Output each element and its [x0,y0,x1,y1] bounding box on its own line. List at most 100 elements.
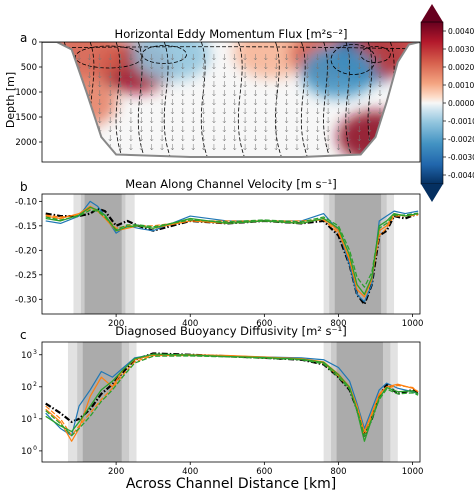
vector-arrow-180 [243,90,247,97]
vector-arrow-26 [98,90,102,97]
vector-arrow-201 [264,81,268,88]
vector-arrow-33 [108,54,112,61]
vector-arrow-172 [233,117,237,124]
vector-arrow-213 [274,90,278,97]
vector-arrow-94 [160,108,164,115]
vector-arrow-256 [316,81,320,88]
vector-arrow-163 [222,135,227,142]
vector-arrow-36 [108,81,112,88]
vector-arrow-93 [160,99,164,106]
vector-arrow-38 [108,99,112,106]
c-ytick-label-3: 10 [21,351,32,361]
vector-arrow-189 [253,72,258,79]
vector-arrow-278 [336,81,341,88]
panel-a: a Horizontal Eddy Momentum Flux [m²s⁻²] … [4,27,421,163]
vector-arrow-67 [139,63,144,70]
vector-arrow-319 [378,54,382,61]
vector-arrow-275 [336,54,341,61]
contour-surface-line [42,46,420,50]
vector-arrow-224 [284,90,289,97]
vector-arrow-156 [222,72,227,79]
panel-b: b Mean Along Channel Velocity [m s⁻¹] -0… [15,177,423,329]
vector-arrow-205 [264,117,268,124]
vector-arrow-305 [357,126,361,133]
panel-b-xticks: 200 400 600 800 1000 [108,314,423,329]
vector-arrow-174 [233,135,237,142]
vector-arrow-258 [316,99,320,106]
panel-a-ylabel: Depth [m] [4,72,17,128]
vector-arrow-283 [336,126,341,133]
c-ytick-exponent-2: 2 [33,381,37,388]
vector-arrow-177 [243,63,247,70]
vector-arrow-63 [129,126,133,133]
vector-arrow-242 [305,54,310,61]
vector-arrow-50 [118,108,123,115]
c-series-4 [45,353,419,442]
vector-arrow-117 [181,117,185,124]
vector-arrow-166 [233,63,237,70]
vector-arrow-108 [170,135,175,142]
vector-arrow-259 [316,108,320,115]
vector-arrow-51 [118,117,123,124]
panel-c-letter: c [20,328,27,342]
vector-arrow-24 [98,72,102,79]
panel-a-letter: a [20,31,27,45]
vector-arrow-37 [108,90,112,97]
vector-arrow-210 [274,63,278,70]
vector-arrow-136 [201,90,206,97]
vector-arrow-141 [201,135,206,142]
vector-arrow-203 [264,99,268,106]
vector-arrow-113 [181,81,185,88]
vector-arrow-111 [181,63,185,70]
vector-arrow-78 [149,63,154,70]
colorbar-tick-label-3: 0.0010 [448,81,474,90]
b-xtick-label-400: 400 [182,319,198,329]
vector-arrow-147 [212,90,216,97]
vector-arrow-131 [191,144,195,151]
c-ytick-exponent-1: 1 [33,413,37,420]
vector-arrow-222 [284,72,289,79]
vector-arrow-28 [98,108,102,115]
colorbar-tick-label-4: 0.0000 [448,99,474,108]
vector-arrow-313 [367,99,372,106]
c-ytick-exponent-3: 3 [33,349,37,356]
vector-arrow-126 [191,99,195,106]
vector-arrow-321 [378,72,382,79]
vector-arrow-199 [264,63,268,70]
ytick-label-a-2000: 2000 [15,138,37,148]
vector-arrow-306 [357,135,361,142]
vector-arrow-197 [253,144,258,151]
vector-arrow-193 [253,108,258,115]
vector-arrow-75 [139,135,144,142]
vector-arrow-238 [295,117,299,124]
vector-arrow-120 [181,144,185,151]
vector-arrow-97 [160,135,164,142]
colorbar-tick-label-1: 0.0030 [448,45,474,54]
vector-arrow-49 [118,99,123,106]
vector-arrow-118 [181,126,185,133]
vector-arrow-134 [201,72,206,79]
vector-arrow-15 [87,90,92,97]
vector-arrow-323 [378,90,382,97]
vector-arrow-304 [357,117,361,124]
vector-arrow-110 [181,54,185,61]
vector-arrow-309 [367,63,372,70]
panel-c-lines [45,352,419,442]
vector-arrow-320 [378,63,382,70]
contour-line-1 [89,42,97,158]
vector-arrow-263 [316,144,320,151]
contour-loop-2 [330,44,376,75]
vector-arrow-68 [139,72,144,79]
vector-arrow-308 [367,54,372,61]
vector-arrow-151 [212,126,216,133]
vector-arrow-182 [243,108,247,115]
vector-arrow-87 [149,144,154,151]
vector-arrow-285 [336,144,341,151]
vector-arrow-65 [129,144,133,151]
figure-xlabel: Across Channel Distance [km] [126,476,336,492]
vector-arrow-268 [326,90,330,97]
vector-arrow-209 [274,54,278,61]
vector-arrow-207 [264,135,268,142]
b-ytick-label-1: -0.15 [15,222,37,232]
b-ytick-label-4: -0.30 [15,295,37,305]
